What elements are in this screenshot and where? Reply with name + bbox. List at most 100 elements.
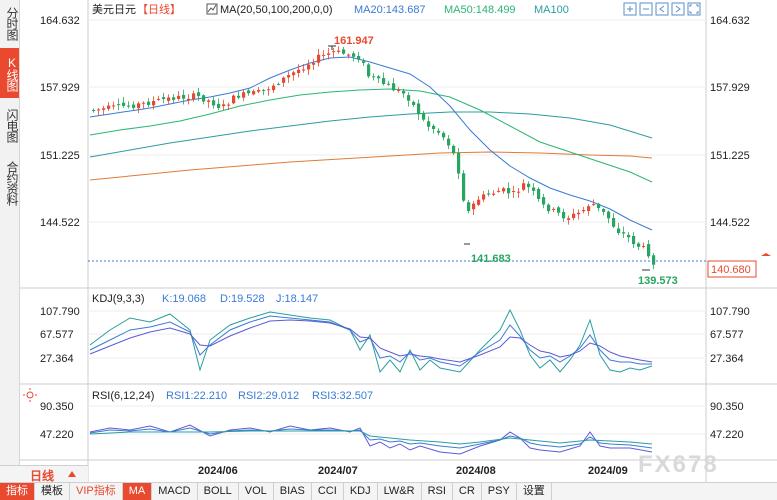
candle-body (297, 69, 301, 73)
indicator-macd[interactable]: MACD (152, 483, 198, 500)
candle-body (327, 53, 331, 55)
candle-body (592, 204, 596, 206)
candle-body (97, 109, 101, 111)
rsi1-line (89, 424, 653, 455)
indicator-cr[interactable]: CR (453, 483, 482, 500)
time-label-3: 2024/08 (456, 465, 496, 477)
candle-body (157, 98, 161, 100)
candle-body (277, 83, 281, 85)
indicator-cci[interactable]: CCI (312, 483, 344, 500)
symbol-name: 美元日元 (92, 3, 136, 16)
candle-body (437, 130, 441, 133)
candle-body (162, 97, 166, 100)
indicator-kdj[interactable]: KDJ (344, 483, 378, 500)
time-label-4: 2024/09 (588, 465, 628, 477)
candle-body (247, 90, 251, 94)
ma-settings-icon[interactable] (206, 3, 218, 15)
candle-body (577, 212, 581, 215)
tab-flash-chart[interactable]: 闪电图 (5, 108, 19, 142)
sun-icon[interactable] (23, 388, 37, 402)
candle-body (642, 246, 646, 248)
kdj-d: D:19.528 (220, 293, 265, 305)
candle-body (402, 90, 406, 94)
candlestick-series (92, 46, 656, 270)
chart-area[interactable]: 164.632 157.929 151.225 144.522 164.632 … (20, 0, 777, 482)
candle-body (387, 83, 391, 85)
period-select[interactable]: 日线 (0, 465, 88, 483)
candle-body (122, 102, 126, 106)
price-tick-left-2: 157.929 (40, 82, 80, 94)
indicator-tab[interactable]: 指标 (0, 483, 35, 500)
candle-body (637, 243, 641, 247)
candle-body (127, 105, 131, 107)
candle-body (182, 94, 186, 99)
tab-kline[interactable]: K线图 (0, 48, 19, 98)
kdj-tick-right-1: 107.790 (710, 306, 750, 318)
candle-body (572, 213, 576, 219)
up-arrow-icon[interactable] (761, 253, 771, 256)
price-tick-right-3: 151.225 (710, 150, 750, 162)
indicator-boll[interactable]: BOLL (198, 483, 239, 500)
rsi-tick-2: 47.220 (40, 429, 74, 441)
candle-body (292, 72, 296, 76)
kdj-k-line (89, 315, 652, 367)
move-right-icon[interactable] (671, 2, 685, 16)
candle-body (547, 204, 551, 212)
vip-indicator-tab[interactable]: VIP指标 (70, 483, 123, 500)
indicator-rsi[interactable]: RSI (422, 483, 453, 500)
low-annotation-2: 139.573 (638, 275, 678, 287)
candle-body (622, 232, 626, 234)
price-tick-right-4: 144.522 (710, 217, 750, 229)
rsi1-value: RSI1:22.210 (166, 390, 227, 402)
kdj-tick-2: 67.577 (40, 329, 74, 341)
candle-body (632, 235, 636, 245)
candle-body (142, 102, 146, 104)
low-annotation-1: 141.683 (471, 253, 511, 265)
ma100-value: MA100 (534, 4, 569, 16)
period-label[interactable]: 【日线】 (137, 2, 181, 16)
kdj-tick-1: 107.790 (40, 306, 80, 318)
ma-params: MA(20,50,100,200,0,0) (220, 4, 333, 16)
candle-body (152, 101, 156, 106)
indicator-vol[interactable]: VOL (239, 483, 274, 500)
candle-body (377, 76, 381, 79)
zoom-in-icon[interactable] (623, 2, 637, 16)
indicator-bias[interactable]: BIAS (274, 483, 312, 500)
candle-body (562, 211, 566, 219)
indicator-psy[interactable]: PSY (482, 483, 517, 500)
candle-body (462, 173, 466, 201)
candle-body (302, 69, 306, 71)
price-tick-left-1: 164.632 (40, 15, 80, 27)
candle-body (197, 92, 201, 97)
ma50-line (89, 88, 653, 183)
kdj-j: J:18.147 (276, 293, 318, 305)
candle-body (587, 206, 591, 212)
candle-body (232, 95, 236, 104)
tab-time-share[interactable]: 分时图 (5, 6, 19, 40)
indicator-lwr[interactable]: LW&R (378, 483, 422, 500)
price-tick-left-4: 144.522 (40, 217, 80, 229)
candle-body (242, 92, 246, 98)
zoom-out-icon[interactable] (639, 2, 653, 16)
candle-body (497, 190, 501, 192)
current-price-tag (707, 260, 757, 278)
candle-body (177, 95, 181, 99)
candle-body (407, 95, 411, 101)
settings-button[interactable]: 设置 (517, 483, 552, 500)
candle-body (422, 113, 426, 120)
rsi3-value: RSI3:32.507 (312, 390, 373, 402)
template-tab[interactable]: 模板 (35, 483, 70, 500)
indicator-ma[interactable]: MA (122, 483, 153, 500)
candle-body (212, 100, 216, 106)
fullscreen-icon[interactable] (687, 2, 701, 16)
candle-body (107, 105, 111, 109)
current-price-value: 140.680 (711, 264, 751, 276)
candle-body (602, 209, 606, 212)
ma200-line (89, 151, 653, 181)
candle-body (502, 188, 506, 192)
move-left-icon[interactable] (655, 2, 669, 16)
rsi-tick-right-1: 90.350 (710, 401, 744, 413)
candle-body (482, 194, 486, 200)
tab-contract-info[interactable]: 合约资料 (5, 161, 19, 205)
price-tick-right-1: 164.632 (710, 15, 750, 27)
